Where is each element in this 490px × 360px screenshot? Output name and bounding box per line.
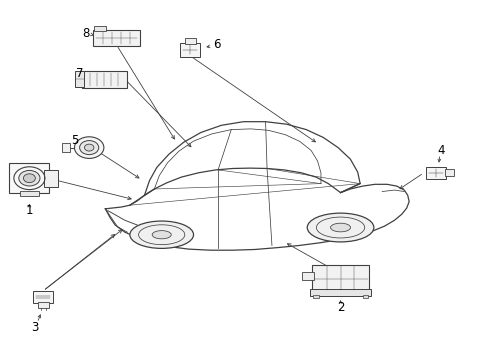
- Circle shape: [19, 170, 40, 186]
- Text: 4: 4: [437, 144, 445, 157]
- FancyBboxPatch shape: [180, 43, 200, 57]
- FancyBboxPatch shape: [93, 30, 140, 46]
- Text: 1: 1: [25, 204, 33, 217]
- Text: 3: 3: [31, 321, 39, 334]
- FancyBboxPatch shape: [62, 143, 70, 152]
- FancyBboxPatch shape: [9, 163, 49, 193]
- FancyBboxPatch shape: [185, 38, 196, 44]
- Text: 2: 2: [337, 301, 344, 314]
- Text: 8: 8: [82, 27, 90, 40]
- Ellipse shape: [130, 221, 194, 248]
- Ellipse shape: [152, 231, 172, 239]
- FancyBboxPatch shape: [75, 71, 84, 87]
- Circle shape: [79, 140, 99, 155]
- FancyBboxPatch shape: [38, 302, 49, 308]
- FancyBboxPatch shape: [302, 272, 314, 280]
- FancyBboxPatch shape: [33, 291, 53, 303]
- Circle shape: [74, 137, 104, 158]
- FancyBboxPatch shape: [20, 191, 39, 196]
- Text: 6: 6: [213, 39, 221, 51]
- FancyBboxPatch shape: [94, 26, 106, 31]
- FancyBboxPatch shape: [312, 265, 369, 291]
- Text: 5: 5: [71, 134, 78, 147]
- FancyBboxPatch shape: [44, 170, 58, 187]
- Circle shape: [24, 174, 35, 183]
- Ellipse shape: [307, 213, 374, 242]
- FancyBboxPatch shape: [426, 167, 446, 179]
- Polygon shape: [105, 168, 409, 250]
- Text: 7: 7: [75, 67, 83, 80]
- FancyBboxPatch shape: [310, 289, 371, 296]
- FancyBboxPatch shape: [82, 71, 126, 88]
- FancyBboxPatch shape: [363, 295, 368, 298]
- Ellipse shape: [331, 223, 350, 232]
- Circle shape: [84, 144, 94, 151]
- FancyBboxPatch shape: [445, 169, 454, 176]
- FancyBboxPatch shape: [313, 295, 318, 298]
